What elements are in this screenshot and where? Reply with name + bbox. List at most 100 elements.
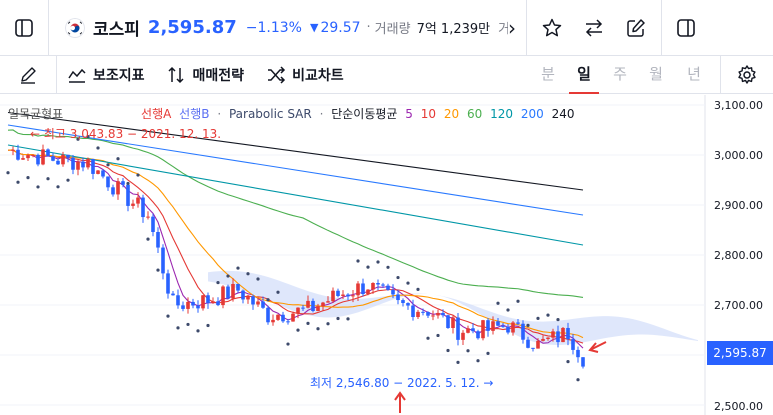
candle-body [336,290,340,296]
candle-body [516,322,520,324]
moving-averages [7,111,584,349]
candle-body [446,315,450,328]
sar-dot [146,237,150,241]
candle-body [471,328,475,332]
indicator-legend[interactable]: 일목균형표 선행A 선행B · Parabolic SAR · 단순이동평균 5… [8,105,578,122]
sar-dot [466,349,470,353]
sar-dot [296,328,300,332]
sar-dot [446,348,450,353]
sar-dot [506,308,510,312]
more-info-chevron-icon[interactable]: › [508,15,516,40]
watchlist-star-button[interactable] [531,0,573,56]
strategy-button[interactable]: 매매전략 [167,56,244,94]
candle-body [46,149,50,157]
candle-body [481,320,485,339]
sar-dot [576,378,580,382]
ma-line [7,124,584,216]
legend-ma[interactable]: 단순이동평균 [331,107,398,121]
sidebar-toggle-button[interactable] [0,0,48,56]
candle-body [251,296,255,305]
timeframe-month[interactable]: 월 [649,65,663,83]
drawing-tools-button[interactable] [0,56,56,94]
candle-body [256,301,260,305]
compare-button[interactable]: 비교차트 [266,56,344,94]
divider [48,0,49,56]
sar-dot [336,316,340,321]
candle-body [146,216,150,218]
change-percent: −1.13% [245,19,302,36]
candle-body [301,307,305,309]
ma-line [7,111,584,191]
sar-dot [396,275,400,280]
candle-body [91,159,95,174]
candle-body [511,322,515,333]
legend-span-a: 선행A [141,107,172,121]
candle-body [526,339,530,348]
candle-body [406,303,410,306]
candle-body [276,314,280,320]
candle-body [236,283,240,291]
candle-body [246,296,250,300]
candle-body [21,158,25,160]
candle-body [116,181,120,195]
edit-note-button[interactable] [615,0,657,56]
candle-body [266,307,270,323]
candle-body [366,289,370,295]
divider [56,55,57,94]
candle-body [411,305,415,318]
chart-canvas[interactable] [0,95,773,415]
sar-dot [356,259,360,263]
candle-body [291,313,295,322]
y-axis-label: 2,900.00 [714,199,763,212]
candle-body [41,149,45,165]
candle-body [196,305,200,309]
candle-body [556,331,560,343]
candle-body [341,294,345,296]
candle-body [386,285,390,290]
candle-body [166,273,170,294]
right-panel-toggle-button[interactable] [662,0,710,56]
candle-body [231,283,235,299]
legend-psar[interactable]: Parabolic SAR [228,107,312,121]
sar-dot [546,313,550,317]
candle-body [576,349,580,358]
legend-ma-5: 5 [405,107,413,121]
sar-dot [406,281,410,285]
timeframe-minute[interactable]: 분 [541,65,555,83]
candle-body [281,314,285,322]
sar-dot [186,322,190,327]
legend-ichimoku[interactable]: 일목균형표 [8,107,64,121]
symbol-price: 2,595.87 [147,17,237,38]
candle-body [286,321,290,323]
candle-body [271,319,275,323]
candle-body [306,300,310,308]
candle-body [476,331,480,339]
candle-body [451,317,455,328]
candle-body [491,321,495,331]
timeframe-week[interactable]: 주 [613,65,627,83]
candle-body [211,301,215,303]
volume-label: 거래량 [374,22,411,37]
timeframe-day[interactable]: 일 [569,56,599,94]
candle-body [86,159,90,168]
candle-body [321,302,325,307]
indicators-button[interactable]: 보조지표 [67,56,145,94]
candle-body [96,170,100,174]
legend-ma-60: 60 [466,107,483,121]
chart-settings-button[interactable] [722,56,772,94]
swap-symbol-button[interactable] [573,0,615,56]
candle-body [206,295,210,303]
candle-body [16,149,20,160]
candle-body [361,283,365,295]
price-chart[interactable]: 일목균형표 선행A 선행B · Parabolic SAR · 단순이동평균 5… [0,95,773,415]
indicators-label: 보조지표 [93,67,145,84]
candle-body [431,315,435,317]
sar-dot [96,146,100,150]
legend-separator: · [319,107,324,121]
ma-line [7,149,584,339]
sar-dot [566,360,570,364]
timeframe-year[interactable]: 년 [687,65,701,83]
symbol-name[interactable]: 코스피 [93,20,140,40]
symbol-info: 코스피 2,595.87 −1.13% ▼ 29.57 · 거래량 7억 1,2… [93,15,508,40]
sar-dot [516,299,520,303]
